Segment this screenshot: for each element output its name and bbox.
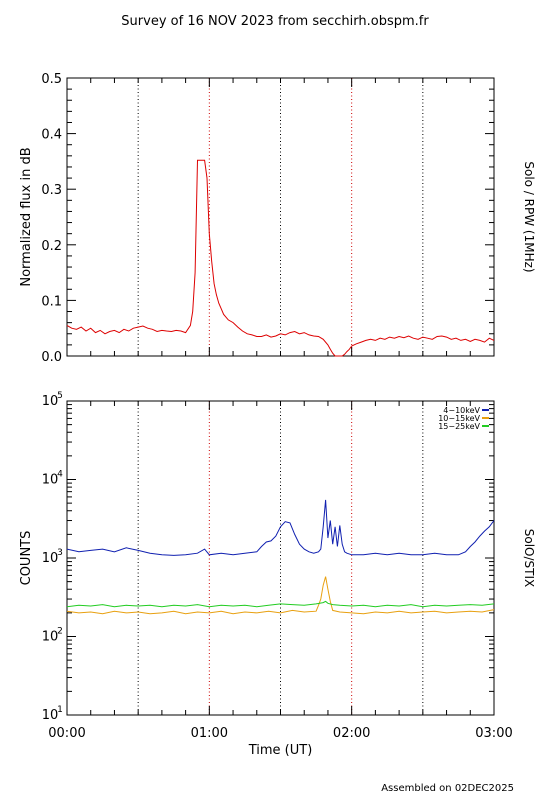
panel1-y-axis-label: Normalized flux in dB xyxy=(19,147,34,286)
panel2-y-tick-label: 10 xyxy=(42,473,59,488)
panel2-y-tick-exp: 5 xyxy=(57,391,63,401)
panel2-y-tick-exp: 1 xyxy=(57,705,63,715)
x-tick-label: 02:00 xyxy=(333,726,370,741)
panel1-instrument-label: Solo / RPW (1MHz) xyxy=(522,161,536,272)
x-tick-label: 01:00 xyxy=(191,726,228,741)
panel1-y-tick-label: 0.2 xyxy=(41,239,62,254)
panel1-series-line-1 xyxy=(66,159,495,357)
panel2-legend-label: 4−10keV xyxy=(443,406,480,415)
panel2-y-tick-exp: 4 xyxy=(57,470,63,480)
panel2-instrument-label: SolO/STIX xyxy=(522,529,536,588)
panel2-y-tick-label: 10 xyxy=(42,630,59,645)
panel2-series-line-2 xyxy=(66,576,495,615)
page-title: Survey of 16 NOV 2023 from secchirh.obsp… xyxy=(121,14,429,29)
panel2-y-tick-exp: 3 xyxy=(57,548,63,558)
panel1-frame xyxy=(66,77,495,357)
panel2-y-tick-exp: 2 xyxy=(57,627,63,637)
panel1-y-tick-label: 0.3 xyxy=(41,183,62,198)
x-tick-label: 00:00 xyxy=(48,726,85,741)
panel1-y-tick-label: 0.5 xyxy=(41,72,62,87)
panel1-y-tick-label: 0.1 xyxy=(41,294,62,309)
panel2-series-line-3 xyxy=(66,600,495,608)
panel2-legend-label: 10−15keV xyxy=(438,414,480,423)
x-axis-label: Time (UT) xyxy=(248,743,313,758)
panel2-y-tick-label: 10 xyxy=(42,394,59,409)
x-tick-label: 03:00 xyxy=(475,726,512,741)
panel2-series-line-1 xyxy=(66,499,495,556)
panel1-y-tick-label: 0.0 xyxy=(41,350,62,365)
assembled-note: Assembled on 02DEC2025 xyxy=(381,783,514,794)
panel2-y-tick-label: 10 xyxy=(42,551,59,566)
panel1-y-tick-label: 0.4 xyxy=(41,128,62,143)
panel2-y-axis-label: COUNTS xyxy=(19,531,34,586)
panel2-legend-label: 15−25keV xyxy=(438,422,480,431)
panel2-y-tick-label: 10 xyxy=(42,708,59,723)
